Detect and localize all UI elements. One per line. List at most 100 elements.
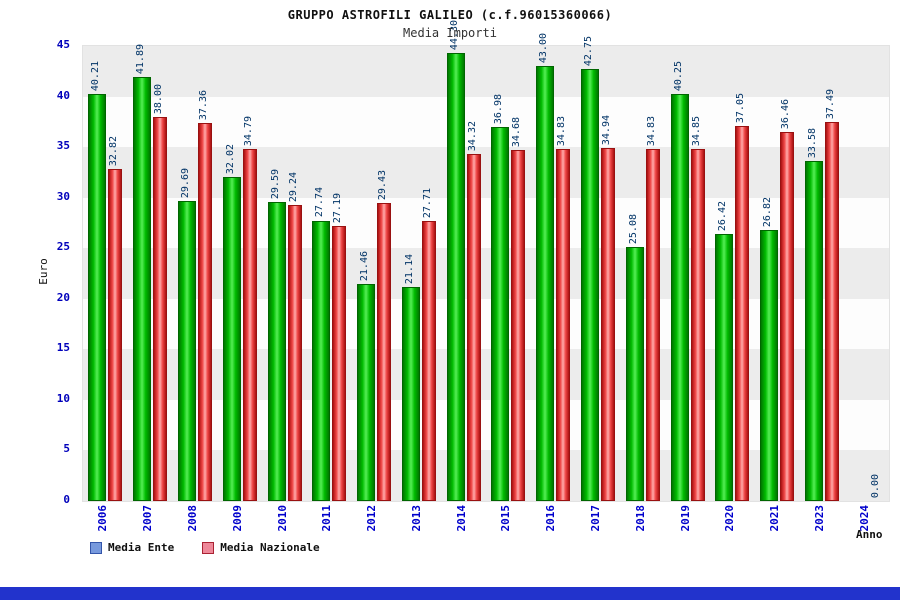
value-label: 29.43 <box>377 170 389 201</box>
y-tick-label: 45 <box>56 38 70 51</box>
value-label: 29.69 <box>179 167 191 198</box>
value-label: 34.83 <box>645 115 657 146</box>
media-ente-label: Media Ente <box>108 541 175 554</box>
plot-area: 40.21 32.82 41.89 38.00 29.69 37.36 32.02 34.79… <box>82 20 890 502</box>
bar-media-ente-2017 <box>580 68 599 501</box>
bar-media-nazionale-2011 <box>332 226 347 501</box>
legend-item-media-nazionale: Media Nazionale <box>202 541 320 554</box>
bar-media-nazionale-2023 <box>824 121 839 501</box>
media-nazionale-swatch-icon <box>202 541 215 554</box>
y-tick-label: 25 <box>56 240 70 254</box>
y-tick-label: 30 <box>56 189 70 203</box>
bar-media-ente-2007 <box>133 77 152 501</box>
bar-media-ente-2011 <box>312 220 331 501</box>
bar-media-ente-2015 <box>491 127 510 501</box>
value-label: 34.79 <box>242 116 254 147</box>
value-label: 0.00 <box>869 473 881 498</box>
value-label: 21.46 <box>359 250 371 282</box>
x-tick-label-2006: 2006 <box>96 505 110 532</box>
bar-media-ente-2014 <box>446 53 465 501</box>
bar-media-nazionale-2015 <box>511 150 526 501</box>
bar-media-ente-2012 <box>357 284 376 501</box>
chart-title: GRUPPO ASTROFILI GALILEO (c.f.9601536006… <box>287 8 613 22</box>
bottom-bar <box>0 587 900 600</box>
value-label: 38.00 <box>153 83 165 114</box>
y-tick-label: 15 <box>56 341 70 355</box>
bar-media-ente-2020 <box>715 233 734 501</box>
plot-band <box>83 450 889 501</box>
legend: Media Ente Media Nazionale <box>90 541 320 554</box>
value-label: 36.98 <box>493 93 505 125</box>
value-label: 34.68 <box>511 117 523 148</box>
x-tick-label-2012: 2012 <box>365 505 379 532</box>
x-axis-label: Anno <box>856 528 883 541</box>
bar-media-nazionale-2012 <box>377 203 392 501</box>
bar-media-ente-2010 <box>267 201 286 501</box>
bar-media-nazionale-2014 <box>466 154 481 501</box>
bar-media-ente-2008 <box>177 200 196 501</box>
value-label: 40.25 <box>672 60 684 92</box>
x-tick-label-2007: 2007 <box>141 505 155 532</box>
y-tick-label: 0 <box>63 493 70 506</box>
y-tick-label: 10 <box>56 391 70 405</box>
bar-media-nazionale-2013 <box>421 220 436 501</box>
bar-media-nazionale-2019 <box>690 148 705 501</box>
value-label: 26.42 <box>717 200 729 231</box>
bar-media-nazionale-2018 <box>645 148 660 501</box>
value-label: 36.46 <box>780 99 792 130</box>
x-tick-label-2011: 2011 <box>320 505 334 532</box>
x-tick-label-2015: 2015 <box>499 505 513 532</box>
value-label: 34.32 <box>466 120 478 151</box>
x-tick-label-2020: 2020 <box>723 505 737 532</box>
y-tick-label: 40 <box>56 88 70 102</box>
x-tick-label-2013: 2013 <box>409 505 423 532</box>
value-label: 34.83 <box>556 115 568 146</box>
plot-band <box>83 349 889 400</box>
x-tick-label-2019: 2019 <box>678 505 692 532</box>
value-label: 37.36 <box>197 90 209 121</box>
chart-subtitle: Media Importi <box>403 26 497 40</box>
bar-media-ente-2018 <box>625 247 644 501</box>
bar-media-ente-2021 <box>760 229 779 501</box>
bar-media-nazionale-2006 <box>108 169 123 501</box>
bar-media-ente-2006 <box>88 94 107 501</box>
value-label: 37.49 <box>824 88 836 119</box>
value-label: 29.24 <box>287 172 299 203</box>
x-tick-label-2008: 2008 <box>185 505 199 532</box>
x-tick-label-2016: 2016 <box>544 505 558 532</box>
value-label: 32.82 <box>108 136 120 167</box>
bar-media-ente-2019 <box>670 94 689 501</box>
bar-media-ente-2009 <box>222 177 241 501</box>
y-tick-label: 35 <box>56 139 70 153</box>
value-label: 42.75 <box>582 35 594 66</box>
plot-band <box>83 147 889 198</box>
bar-media-nazionale-2017 <box>600 147 615 501</box>
plot-band <box>83 197 889 249</box>
bar-media-nazionale-2010 <box>287 205 302 501</box>
value-label: 29.59 <box>269 168 281 199</box>
bar-media-ente-2016 <box>536 66 555 501</box>
value-label: 21.14 <box>403 254 415 285</box>
value-label: 34.94 <box>600 114 612 145</box>
x-tick-label-2021: 2021 <box>768 505 782 532</box>
bar-media-nazionale-2007 <box>153 116 168 501</box>
bar-media-nazionale-2021 <box>780 132 795 501</box>
plot-band <box>83 46 889 97</box>
value-label: 34.85 <box>690 115 702 146</box>
plot-band <box>83 96 889 148</box>
bar-media-nazionale-2009 <box>242 149 257 501</box>
bar-media-nazionale-2016 <box>556 148 571 501</box>
legend-item-media-ente: Media Ente <box>90 541 174 554</box>
plot-band <box>83 248 889 299</box>
value-label: 32.02 <box>224 144 236 175</box>
x-tick-label-2017: 2017 <box>588 505 602 532</box>
value-label: 27.19 <box>332 192 344 224</box>
value-label: 27.74 <box>314 187 326 218</box>
plot-band <box>83 399 889 451</box>
y-tick-label: 20 <box>56 290 70 304</box>
y-axis-ticks: 0 5 10 15 20 25 30 35 40 45 <box>40 38 74 506</box>
x-tick-label-2018: 2018 <box>633 505 647 532</box>
y-tick-label: 5 <box>63 442 70 456</box>
value-label: 40.21 <box>90 61 102 92</box>
